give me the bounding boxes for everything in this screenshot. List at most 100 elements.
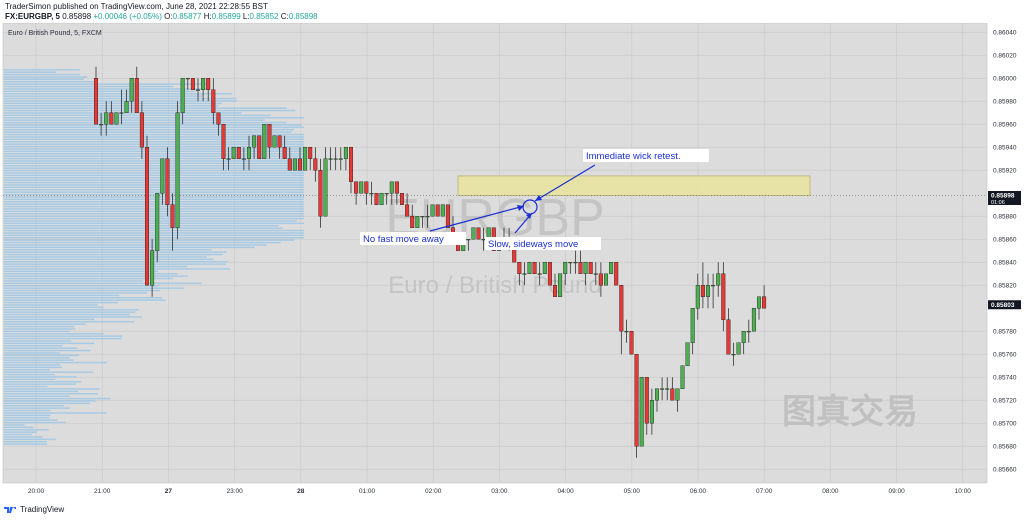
profile-bar	[4, 160, 304, 162]
candle-down	[221, 123, 226, 159]
profile-bar	[4, 78, 84, 81]
candle-up	[104, 112, 109, 125]
candle-up	[246, 146, 251, 159]
x-tick-label: 02:00	[425, 488, 442, 495]
candle-up	[252, 135, 257, 148]
candle-up	[379, 192, 384, 205]
profile-bar	[4, 148, 304, 150]
candle-down	[236, 146, 241, 159]
profile-bar	[4, 297, 163, 299]
profile-bar	[4, 429, 49, 431]
profile-bar	[4, 359, 74, 361]
candle-down	[762, 296, 767, 309]
profile-bar	[4, 352, 60, 354]
plot-area[interactable]	[2, 23, 988, 484]
candle-down	[721, 273, 726, 320]
profile-bar	[4, 179, 304, 181]
candle-up	[680, 365, 685, 389]
profile-bar	[4, 409, 51, 412]
profile-bar	[4, 419, 58, 421]
profile-bar	[4, 193, 304, 196]
profile-bar	[4, 167, 304, 169]
profile-bar	[4, 251, 227, 253]
profile-bar	[4, 289, 160, 292]
symbol-legend: FX:EURGBP, 5 0.85898 +0.00046 (+0.05%) O…	[5, 12, 318, 21]
y-tick-label: 0.85660	[993, 467, 1017, 474]
candle-up	[180, 78, 185, 113]
candle-down	[517, 261, 522, 274]
open-label: O:	[164, 12, 173, 21]
profile-bar	[4, 213, 304, 215]
profile-bar	[4, 407, 71, 409]
candle-down	[216, 112, 221, 125]
profile-bar	[4, 97, 237, 100]
candle-up	[558, 273, 563, 297]
candle-up	[527, 261, 532, 274]
y-tick-label: 0.85880	[993, 214, 1017, 221]
candle-down	[139, 112, 144, 148]
profile-bar	[4, 73, 81, 76]
profile-bar	[4, 198, 304, 201]
profile-bar	[4, 433, 32, 436]
annotations: Immediate wick retest. No fast move away S…	[360, 149, 709, 250]
profile-bar	[4, 443, 48, 445]
profile-bar	[4, 157, 304, 160]
profile-bar	[4, 340, 72, 342]
candle-up	[430, 204, 435, 217]
profile-bar	[4, 373, 55, 376]
profile-bar	[4, 196, 304, 198]
profile-bar	[4, 431, 37, 433]
x-tick-label: 20:00	[28, 488, 45, 495]
price-label-bg	[988, 191, 1021, 205]
profile-bar	[4, 323, 86, 325]
profile-bar	[4, 150, 304, 153]
profile-bar	[4, 136, 304, 138]
time-axis: 20:00 21:00 27 23:00 28 01:00 02:00 03:00 04:00 0…	[28, 488, 971, 495]
candle-down	[588, 261, 593, 274]
annotation-retest: Immediate wick retest.	[586, 151, 681, 162]
profile-bar	[4, 201, 304, 203]
profile-bar	[4, 385, 48, 388]
profile-bar	[4, 306, 104, 309]
candle-down	[547, 261, 552, 286]
candle-down	[394, 181, 399, 194]
candle-down	[206, 78, 211, 90]
profile-bar	[4, 232, 304, 234]
profile-bar	[4, 378, 56, 381]
y-tick-label: 0.85680	[993, 444, 1017, 451]
candle-down	[298, 158, 303, 171]
profile-bar	[4, 119, 265, 121]
profile-bar	[4, 138, 304, 141]
profile-bar	[4, 95, 203, 97]
profile-bar	[4, 294, 120, 297]
candle-down	[354, 181, 359, 194]
profile-bar	[4, 155, 304, 157]
price-change: +0.00046 (+0.05%)	[93, 12, 162, 21]
candle-up	[160, 158, 165, 194]
profile-bar	[4, 85, 174, 88]
profile-bar	[4, 191, 304, 193]
candle-down	[578, 261, 583, 274]
profile-bar	[4, 153, 304, 155]
candle-up	[119, 112, 124, 114]
candle-up	[359, 181, 364, 194]
tradingview-footer[interactable]: TradingView	[4, 505, 64, 514]
profile-bar	[4, 369, 50, 371]
profile-bar	[4, 141, 304, 143]
arrow-retest-head	[535, 195, 542, 201]
annotation-retest-bg	[583, 149, 709, 162]
profile-bar	[4, 215, 304, 217]
profile-bar	[4, 328, 76, 330]
profile-bar	[4, 222, 304, 225]
profile-bar	[4, 273, 178, 275]
candle-down	[257, 135, 262, 159]
candle-up	[746, 331, 751, 333]
annotation-no-fast-move-bg	[360, 232, 466, 245]
profile-bar	[4, 357, 70, 359]
profile-bar	[4, 181, 304, 184]
candle-up	[706, 285, 711, 297]
profile-bar	[4, 345, 63, 347]
price-label: 0.85898	[991, 193, 1015, 200]
close-value: 0.85898	[288, 12, 318, 21]
